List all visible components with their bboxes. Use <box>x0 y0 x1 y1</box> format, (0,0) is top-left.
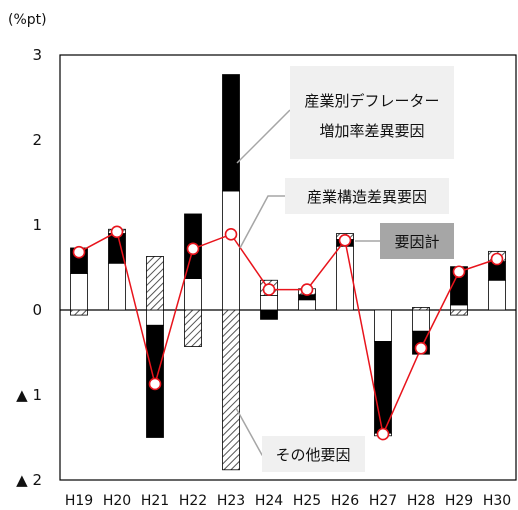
callout-total-text: 要因計 <box>394 233 439 251</box>
bar-segment-white <box>451 305 468 310</box>
callout-structure-text: 産業構造差異要因 <box>307 188 427 206</box>
total-marker <box>416 343 427 354</box>
total-line <box>79 232 497 434</box>
bar-segment-black <box>223 75 240 191</box>
bar-segment-white <box>299 300 316 310</box>
bar-segment-white <box>71 273 88 310</box>
y-tick-label: 0 <box>32 301 42 319</box>
x-tick-label: H22 <box>179 493 207 509</box>
total-marker <box>74 247 85 258</box>
total-marker <box>378 429 389 440</box>
y-tick-label: 3 <box>32 46 42 64</box>
callout-deflator-line2: 増加率差異要因 <box>319 122 424 140</box>
x-tick-label: H29 <box>445 493 473 509</box>
total-marker <box>188 243 199 254</box>
bar-segment-white <box>413 310 430 331</box>
bar-segment-white <box>375 310 392 341</box>
x-tick-label: H20 <box>103 493 131 509</box>
bar-segment-hatched <box>147 256 164 310</box>
bar-segment-hatched <box>451 310 468 315</box>
total-marker <box>454 266 465 277</box>
x-tick-label: H26 <box>331 493 359 509</box>
bar-segment-white <box>147 310 164 325</box>
bar-segment-white <box>489 280 506 310</box>
x-tick-label: H25 <box>293 493 321 509</box>
x-tick-label: H24 <box>255 493 283 509</box>
total-marker <box>492 254 503 265</box>
bar-segment-hatched <box>71 310 88 315</box>
total-marker <box>340 235 351 246</box>
y-tick-label: 2 <box>32 131 42 149</box>
total-marker <box>150 378 161 389</box>
callout-deflator <box>290 66 454 159</box>
bar-segment-white <box>109 263 126 310</box>
bar-segment-white <box>261 296 278 310</box>
total-marker <box>264 284 275 295</box>
y-tick-label: 1 <box>32 216 42 234</box>
bar-segment-black <box>261 310 278 319</box>
bar-segment-white <box>223 191 240 310</box>
x-tick-label: H30 <box>483 493 511 509</box>
bar-segment-hatched <box>185 310 202 347</box>
x-tick-label: H27 <box>369 493 397 509</box>
callout-deflator-line1: 産業別デフレーター <box>304 92 439 110</box>
y-tick-label: ▲ 1 <box>16 386 42 404</box>
unit-label: (%pt) <box>8 12 47 28</box>
leader-line <box>240 196 285 248</box>
total-marker <box>112 226 123 237</box>
x-tick-label: H23 <box>217 493 245 509</box>
bar-segment-white <box>185 279 202 310</box>
bar-segment-white <box>337 246 354 310</box>
x-tick-label: H28 <box>407 493 435 509</box>
total-marker <box>302 284 313 295</box>
bar-segment-hatched <box>413 307 430 310</box>
total-marker <box>226 229 237 240</box>
leader-line <box>237 110 290 163</box>
callout-other-text: その他要因 <box>275 446 350 464</box>
y-tick-label: ▲ 2 <box>16 471 42 489</box>
bar-segment-hatched <box>223 310 240 470</box>
x-tick-label: H21 <box>141 493 169 509</box>
x-tick-label: H19 <box>65 493 93 509</box>
